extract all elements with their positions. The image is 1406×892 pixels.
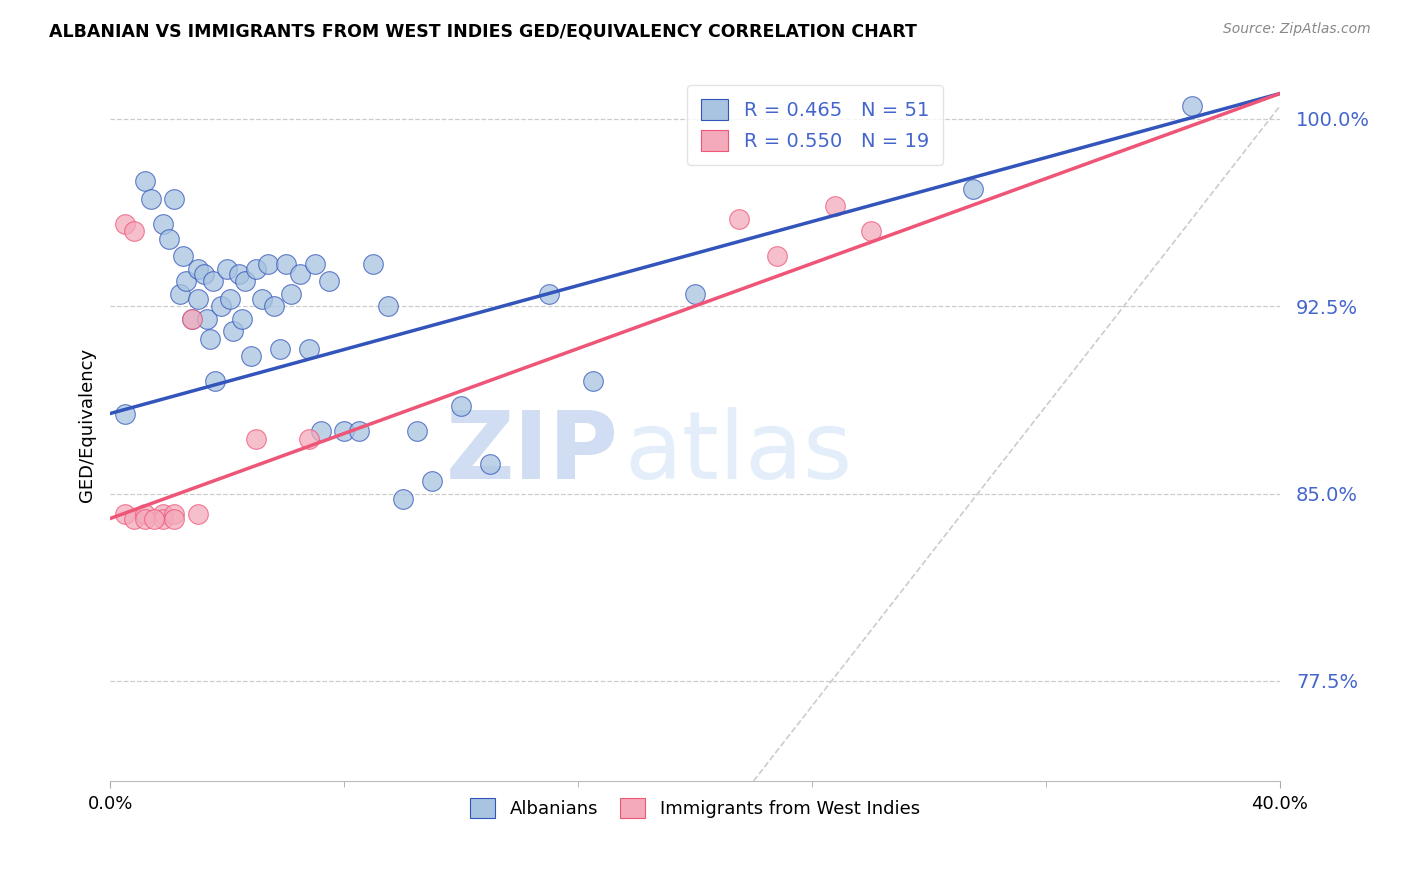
- Point: [219, 292, 242, 306]
- Point: [363, 256, 385, 270]
- Point: [204, 374, 226, 388]
- Point: [201, 274, 224, 288]
- Legend: Albanians, Immigrants from West Indies: Albanians, Immigrants from West Indies: [463, 791, 927, 825]
- Text: Source: ZipAtlas.com: Source: ZipAtlas.com: [1223, 22, 1371, 37]
- Point: [231, 311, 253, 326]
- Point: [169, 286, 191, 301]
- Point: [233, 274, 256, 288]
- Point: [143, 511, 166, 525]
- Point: [134, 174, 156, 188]
- Point: [174, 274, 197, 288]
- Point: [152, 511, 174, 525]
- Point: [187, 507, 209, 521]
- Point: [309, 424, 332, 438]
- Point: [257, 256, 280, 270]
- Point: [280, 286, 302, 301]
- Point: [114, 407, 136, 421]
- Point: [122, 511, 145, 525]
- Point: [209, 299, 232, 313]
- Point: [157, 231, 180, 245]
- Point: [333, 424, 356, 438]
- Point: [122, 224, 145, 238]
- Point: [450, 399, 472, 413]
- Point: [269, 342, 291, 356]
- Point: [859, 224, 882, 238]
- Point: [298, 432, 321, 446]
- Point: [347, 424, 370, 438]
- Point: [391, 491, 413, 506]
- Text: ZIP: ZIP: [446, 408, 619, 500]
- Point: [195, 311, 218, 326]
- Point: [263, 299, 285, 313]
- Text: ALBANIAN VS IMMIGRANTS FROM WEST INDIES GED/EQUIVALENCY CORRELATION CHART: ALBANIAN VS IMMIGRANTS FROM WEST INDIES …: [49, 22, 917, 40]
- Point: [420, 474, 443, 488]
- Point: [163, 511, 186, 525]
- Point: [163, 507, 186, 521]
- Point: [1181, 99, 1204, 113]
- Point: [377, 299, 399, 313]
- Point: [406, 424, 429, 438]
- Point: [187, 261, 209, 276]
- Point: [181, 311, 204, 326]
- Point: [114, 507, 136, 521]
- Point: [318, 274, 340, 288]
- Y-axis label: GED/Equivalency: GED/Equivalency: [79, 348, 96, 502]
- Point: [290, 267, 312, 281]
- Point: [245, 432, 267, 446]
- Point: [252, 292, 274, 306]
- Point: [172, 249, 194, 263]
- Point: [245, 261, 267, 276]
- Point: [152, 217, 174, 231]
- Point: [134, 511, 156, 525]
- Point: [139, 192, 162, 206]
- Point: [114, 217, 136, 231]
- Point: [537, 286, 560, 301]
- Point: [193, 267, 215, 281]
- Point: [274, 256, 297, 270]
- Point: [163, 192, 186, 206]
- Point: [683, 286, 706, 301]
- Point: [152, 507, 174, 521]
- Point: [217, 261, 239, 276]
- Point: [198, 331, 221, 345]
- Point: [582, 374, 605, 388]
- Point: [962, 181, 984, 195]
- Point: [134, 507, 156, 521]
- Point: [228, 267, 250, 281]
- Point: [187, 292, 209, 306]
- Point: [728, 211, 751, 226]
- Point: [766, 249, 789, 263]
- Point: [239, 349, 262, 363]
- Point: [824, 199, 846, 213]
- Point: [181, 311, 204, 326]
- Point: [298, 342, 321, 356]
- Text: atlas: atlas: [624, 408, 853, 500]
- Point: [304, 256, 326, 270]
- Point: [222, 324, 245, 338]
- Point: [479, 457, 502, 471]
